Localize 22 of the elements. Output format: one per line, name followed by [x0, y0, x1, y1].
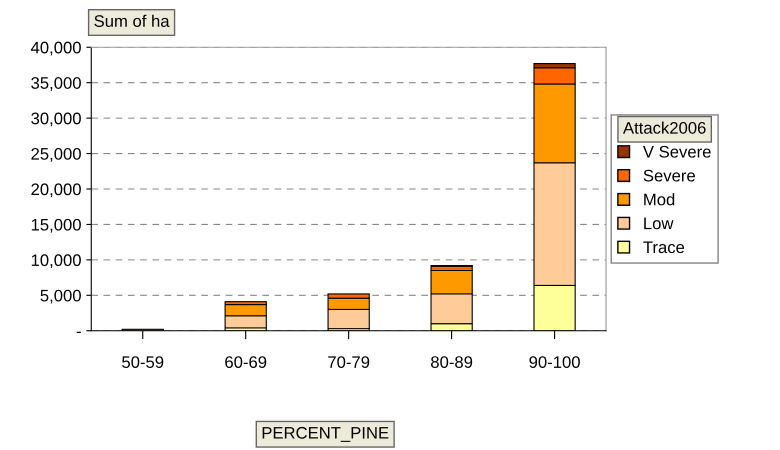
x-tick-label: 60-69	[225, 356, 266, 368]
x-tick-label: 70-79	[328, 356, 370, 368]
x-tick-label: 90-100	[529, 356, 580, 368]
legend-label: Trace	[643, 242, 684, 254]
y-tick-label: 10,000	[32, 254, 81, 268]
y-tick-label: 5,000	[40, 290, 81, 304]
legend-label: V Severe	[642, 146, 711, 158]
y-tick-label: 40,000	[30, 42, 81, 56]
legend-label: Severe	[644, 170, 695, 182]
x-tick-label: 80-89	[431, 356, 472, 368]
x-axis-title: PERCENT_PINE	[262, 426, 388, 442]
y-tick-label: 35,000	[31, 77, 81, 91]
legend-label: Mod	[644, 193, 674, 206]
y-tick-label: 25,000	[31, 148, 81, 162]
y-tick-label: -	[76, 332, 81, 334]
y-tick-label: 15,000	[32, 218, 81, 233]
y-tick-label: 20,000	[31, 183, 81, 198]
legend-label: Low	[644, 218, 674, 230]
legend-title: Attack2006	[622, 122, 706, 134]
x-tick-label: 50-59	[122, 356, 164, 368]
y-tick-label: 30,000	[31, 112, 81, 126]
y-axis-title: Sum of ha	[94, 14, 170, 27]
